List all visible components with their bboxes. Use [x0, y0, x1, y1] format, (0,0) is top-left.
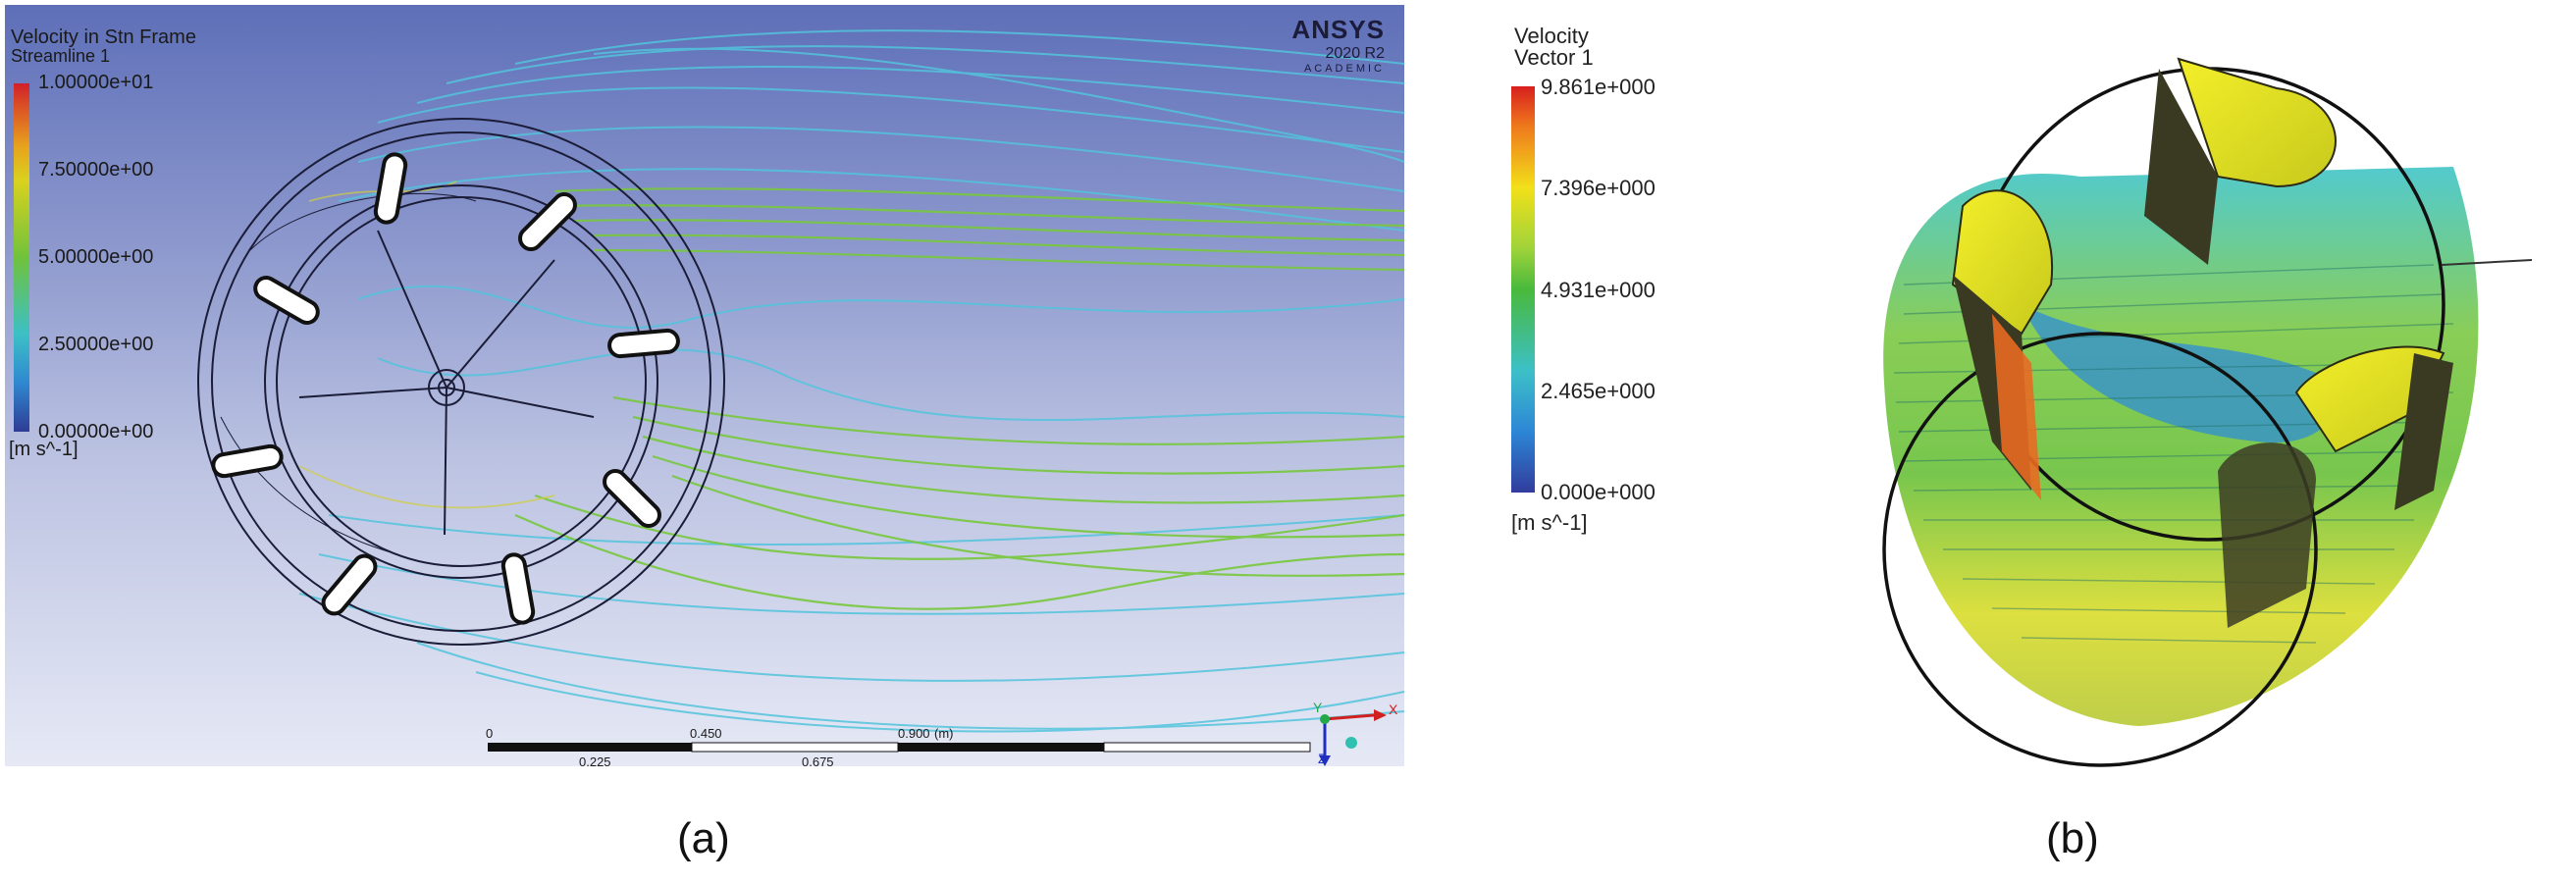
axis-x-label: X — [1389, 702, 1398, 717]
colorbar-tick: 0.00000e+00 — [38, 421, 154, 442]
rotor-blades — [1951, 57, 2453, 628]
axis-triad-icon — [1319, 709, 1387, 766]
colorbar-tick: 2.50000e+00 — [38, 334, 154, 355]
scale-label: 0.450 — [690, 726, 722, 741]
ansys-logo: ANSYS — [1291, 15, 1385, 44]
scale-unit: (m) — [934, 726, 954, 741]
colorbar — [1511, 86, 1535, 493]
streamline-panel: Velocity in Stn Frame Streamline 1 1.000… — [5, 5, 1404, 766]
legend-subtitle: Vector 1 — [1514, 45, 1594, 70]
scale-bar — [488, 742, 1311, 753]
ansys-edition: ACADEMIC — [1303, 63, 1385, 75]
scale-label: 0.225 — [579, 754, 611, 766]
colorbar-tick: 5.00000e+00 — [38, 246, 154, 268]
scale-label: 0.900 — [898, 726, 930, 741]
legend-unit: [m s^-1] — [9, 439, 79, 460]
scale-label: 0 — [486, 726, 494, 741]
colorbar-tick: 0.000e+000 — [1541, 480, 1656, 504]
colorbar — [14, 83, 29, 432]
vector-render — [1882, 57, 2533, 767]
shaft-line — [2441, 259, 2533, 266]
colorbar-tick: 9.861e+000 — [1541, 75, 1656, 99]
colorbar-tick: 7.50000e+00 — [38, 159, 154, 181]
vector-panel — [1806, 39, 2533, 790]
legend-title: Velocity in Stn Frame — [11, 26, 196, 48]
colorbar-tick: 7.396e+000 — [1541, 176, 1656, 200]
rim-slots — [211, 152, 680, 625]
legend-subtitle: Streamline 1 — [11, 46, 111, 66]
caption-b: (b) — [2046, 814, 2099, 862]
scale-label: 0.675 — [802, 754, 834, 766]
vector-arrows — [1893, 264, 2454, 644]
axis-y-label: Y — [1313, 700, 1323, 715]
ansys-brand: ANSYS 2020 R2 ACADEMIC — [1291, 15, 1385, 75]
ansys-version: 2020 R2 — [1325, 45, 1386, 62]
low-velocity-region — [2022, 304, 2336, 443]
streamlines-cyan — [298, 29, 1404, 733]
wheel-outline — [197, 118, 725, 646]
colorbar-tick: 4.931e+000 — [1541, 278, 1656, 302]
caption-a: (a) — [677, 814, 730, 862]
colorbar-tick: 1.00000e+01 — [38, 72, 154, 93]
legend-unit: [m s^-1] — [1511, 510, 1588, 535]
axis-z-label: Z — [1318, 751, 1327, 766]
legend-title: Velocity — [1514, 24, 1589, 48]
colorbar-tick: 2.465e+000 — [1541, 379, 1656, 403]
streamline-render — [197, 29, 1404, 766]
